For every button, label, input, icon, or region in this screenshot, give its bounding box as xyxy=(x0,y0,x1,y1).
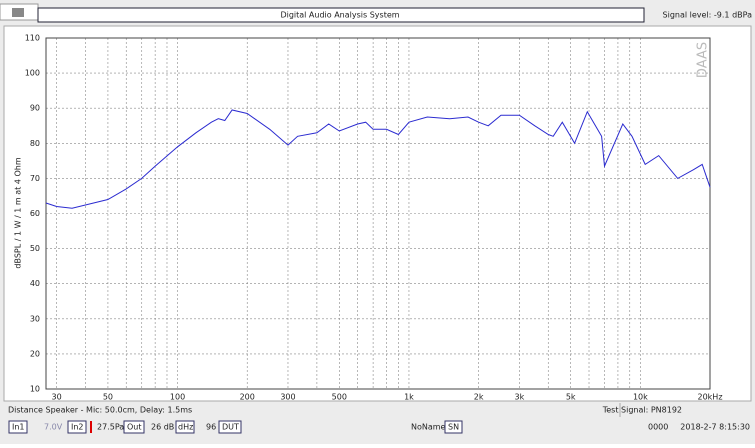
serial: 0000 xyxy=(648,423,668,432)
khz-button[interactable] xyxy=(175,420,195,434)
voltage: 7.0V xyxy=(44,423,63,432)
sn: SN xyxy=(448,423,459,432)
in2: In2 xyxy=(71,423,84,432)
in2-button[interactable] xyxy=(67,420,87,434)
x-tick-label: 50 xyxy=(103,393,113,402)
title-box xyxy=(37,7,645,23)
printer-icon xyxy=(12,8,24,17)
name: NoName xyxy=(411,423,446,432)
x-tick-label: 30 xyxy=(51,393,61,402)
y-tick-label: 20 xyxy=(30,349,40,358)
plot-frame xyxy=(45,37,711,390)
watermark: DAAS xyxy=(696,42,711,78)
x-tick-label: 500 xyxy=(332,393,347,402)
y-tick-label: 80 xyxy=(30,139,40,148)
y-tick-label: 100 xyxy=(25,69,40,78)
gain: 26 dB xyxy=(151,423,174,432)
dut-button[interactable] xyxy=(218,420,242,434)
rate: 96 xyxy=(206,423,216,432)
out: Out xyxy=(127,423,142,432)
in1: In1 xyxy=(12,423,25,432)
status-bar xyxy=(0,403,755,417)
distance-info: Distance Speaker - Mic: 50.0cm, Delay: 1… xyxy=(8,406,192,415)
y-axis-label: dBSPL / 1 W / 1 m at 4 Ohm xyxy=(14,157,23,268)
y-tick-label: 90 xyxy=(30,104,40,113)
dut: DUT xyxy=(222,423,239,432)
level-indicator xyxy=(90,421,92,433)
response-curve xyxy=(45,109,711,209)
x-tick-label: 2k xyxy=(474,393,484,402)
x-tick-label: 20kHz xyxy=(697,393,722,402)
y-tick-label: 40 xyxy=(30,279,40,288)
toolbar: In1 7.0V In2 27.5Pa Out 26 dB dHz 96 DUT… xyxy=(8,420,750,434)
x-tick-label: 3k xyxy=(514,393,524,402)
x-tick-label: 100 xyxy=(170,393,185,402)
datetime: 2018-2-7 8:15:30 xyxy=(680,423,750,432)
x-tick-label: 1k xyxy=(404,393,414,402)
x-tick-label: 5k xyxy=(566,393,576,402)
y-tick-label: 60 xyxy=(30,209,40,218)
out-button[interactable] xyxy=(123,420,145,434)
in1-button[interactable] xyxy=(8,420,28,434)
y-tick-label: 30 xyxy=(30,314,40,323)
signal-level: Signal level: -9.1 dBPa xyxy=(663,11,753,20)
test-signal: Test Signal: PN8192 xyxy=(602,406,682,415)
x-tick-label: 10k xyxy=(633,393,648,402)
y-tick-label: 70 xyxy=(30,174,40,183)
y-tick-label: 10 xyxy=(30,385,40,394)
window-title: Digital Audio Analysis System xyxy=(280,11,399,20)
y-tick-label: 110 xyxy=(25,34,40,43)
x-tick-label: 300 xyxy=(280,393,295,402)
x-tick-label: 200 xyxy=(240,393,255,402)
pressure: 27.5Pa xyxy=(97,423,124,432)
y-tick-label: 50 xyxy=(30,244,40,253)
khz: dHz xyxy=(178,423,193,432)
sn-button[interactable] xyxy=(444,420,463,434)
